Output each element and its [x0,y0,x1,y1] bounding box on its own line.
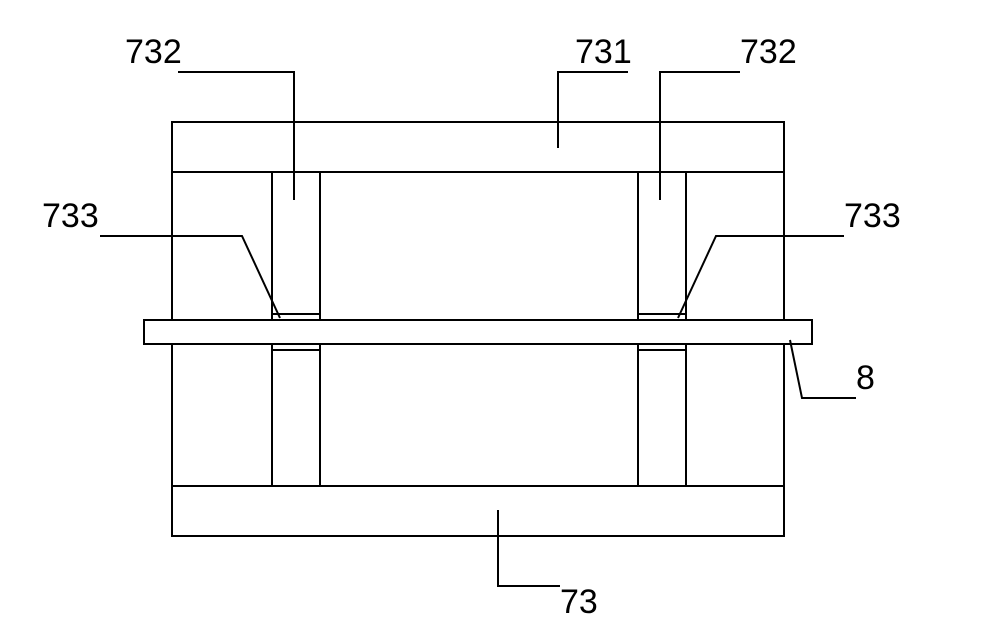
lbl-731: 731 [575,33,632,71]
lbl-732-left-leader [178,72,294,200]
lbl-8-leader [790,340,856,398]
lbl-733-right-leader [678,236,844,318]
lbl-73-leader [498,510,560,586]
lbl-733-left-leader [100,236,280,318]
lbl-733-right: 733 [844,197,901,235]
lbl-73: 73 [560,583,598,621]
lbl-733-left: 733 [42,197,99,235]
lbl-731-leader [558,72,628,148]
horizontal-bar [144,320,812,344]
lbl-732-left: 732 [125,33,182,71]
lbl-8: 8 [856,359,875,397]
lbl-732-right: 732 [740,33,797,71]
lbl-732-right-leader [660,72,740,200]
